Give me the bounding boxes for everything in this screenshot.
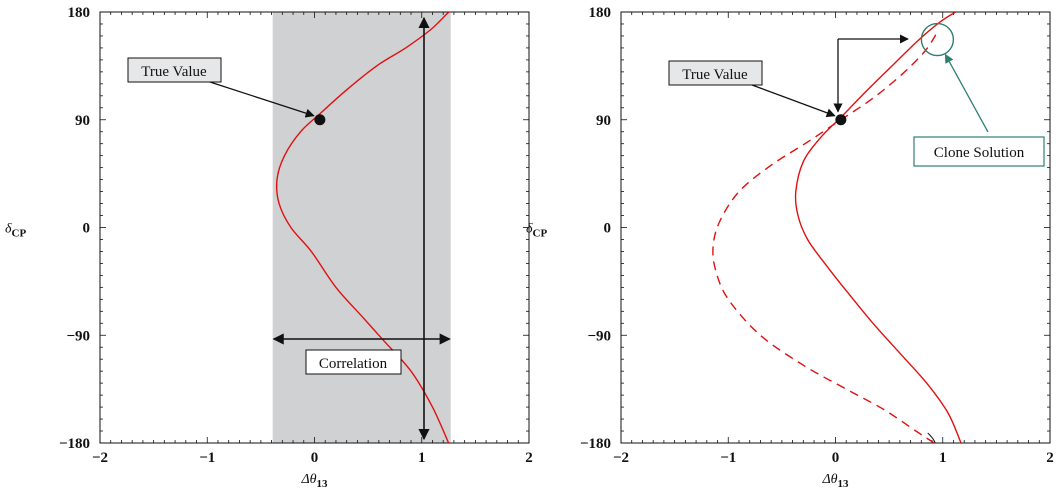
series-lines [712,12,962,443]
x-tick-label: 2 [525,450,533,466]
y-tick-label: 0 [604,221,612,237]
x-tick-label: 1 [418,450,426,466]
x-tick-label: 2 [1046,450,1054,466]
true-value-arrow [751,84,836,118]
correlation-label-box: Correlation [305,349,402,375]
clone-solution-label-box: Clone Solution [913,136,1045,167]
right-chart-panel: −2 −1 0 1 2 −180 −90 0 90 180 True Value Clone S… [526,5,1054,489]
clone-solution-label: Clone Solution [934,145,1025,161]
y-tick-label: 90 [596,113,611,129]
dashed-curve [712,29,940,443]
left-chart-panel: −2 −1 0 1 2 −180 −90 0 90 180 True Value Correla… [5,5,533,489]
x-tick-labels: −2 −1 0 1 2 [613,450,1054,466]
minor-ticks [620,11,1051,444]
true-value-label-box: True Value [668,60,763,86]
black-curve-fragment [927,432,936,444]
y-tick-label: 0 [83,221,91,237]
x-tick-label: −1 [720,450,736,466]
true-value-label-box: True Value [127,57,222,83]
true-value-arrow [209,81,315,118]
true-value-label: True Value [141,64,207,80]
y-tick-label: 180 [68,5,91,21]
x-tick-label: 0 [832,450,840,466]
x-tick-label: −2 [613,450,629,466]
correlation-label: Correlation [319,356,388,372]
y-axis-label: δCP [5,222,26,240]
y-tick-label: 180 [589,5,612,21]
x-tick-label: 0 [311,450,319,466]
y-axis-label: δCP [526,222,547,240]
x-axis-label: Δθ13 [300,472,328,489]
y-tick-label: 90 [75,113,90,129]
y-tick-labels: −180 −90 0 90 180 [580,5,611,452]
x-tick-label: −2 [92,450,108,466]
y-tick-label: −180 [59,436,90,452]
y-tick-label: −90 [587,328,611,344]
x-tick-label: 1 [939,450,947,466]
true-value-label: True Value [682,67,748,83]
true-value-point [314,114,326,126]
x-axis-label: Δθ13 [821,472,849,489]
clone-solution-circle [920,22,955,57]
y-tick-labels: −180 −90 0 90 180 [59,5,90,452]
clone-solution-arrow [944,53,989,133]
true-value-point [835,114,847,126]
y-tick-label: −180 [580,436,611,452]
x-tick-label: −1 [199,450,215,466]
x-tick-labels: −2 −1 0 1 2 [92,450,533,466]
y-tick-label: −90 [66,328,90,344]
minor-ticks [99,11,530,444]
solid-curve [794,12,962,443]
